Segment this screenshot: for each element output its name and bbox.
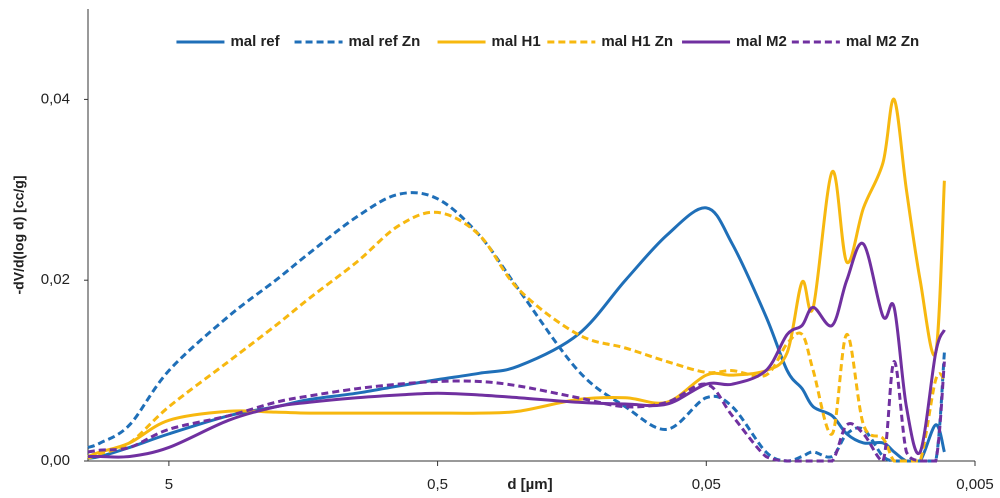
y-tick-label: 0,00: [41, 452, 70, 469]
y-axis-title: -dV/d(log d) [cc/g]: [11, 176, 27, 295]
x-tick-label: 0,05: [692, 476, 721, 493]
data-line: [87, 191, 946, 463]
legend-label: mal M2: [736, 33, 787, 50]
legend-label: mal ref: [230, 33, 280, 50]
legend-label: mal M2 Zn: [846, 33, 919, 50]
data-line: [87, 210, 946, 463]
x-tick-label: 0,5: [427, 476, 448, 493]
x-tick-label: 5: [165, 476, 173, 493]
data-line: [87, 206, 946, 463]
legend-label: mal H1 Zn: [601, 33, 673, 50]
x-tick-label: 0,005: [956, 476, 994, 493]
y-tick-label: 0,04: [41, 90, 70, 107]
legend-label: mal H1: [492, 33, 541, 50]
legend-label: mal ref Zn: [349, 33, 421, 50]
x-axis-title: d [µm]: [507, 476, 552, 493]
data-line: [88, 241, 946, 459]
y-tick-label: 0,02: [41, 271, 70, 288]
data-line: [87, 97, 946, 458]
